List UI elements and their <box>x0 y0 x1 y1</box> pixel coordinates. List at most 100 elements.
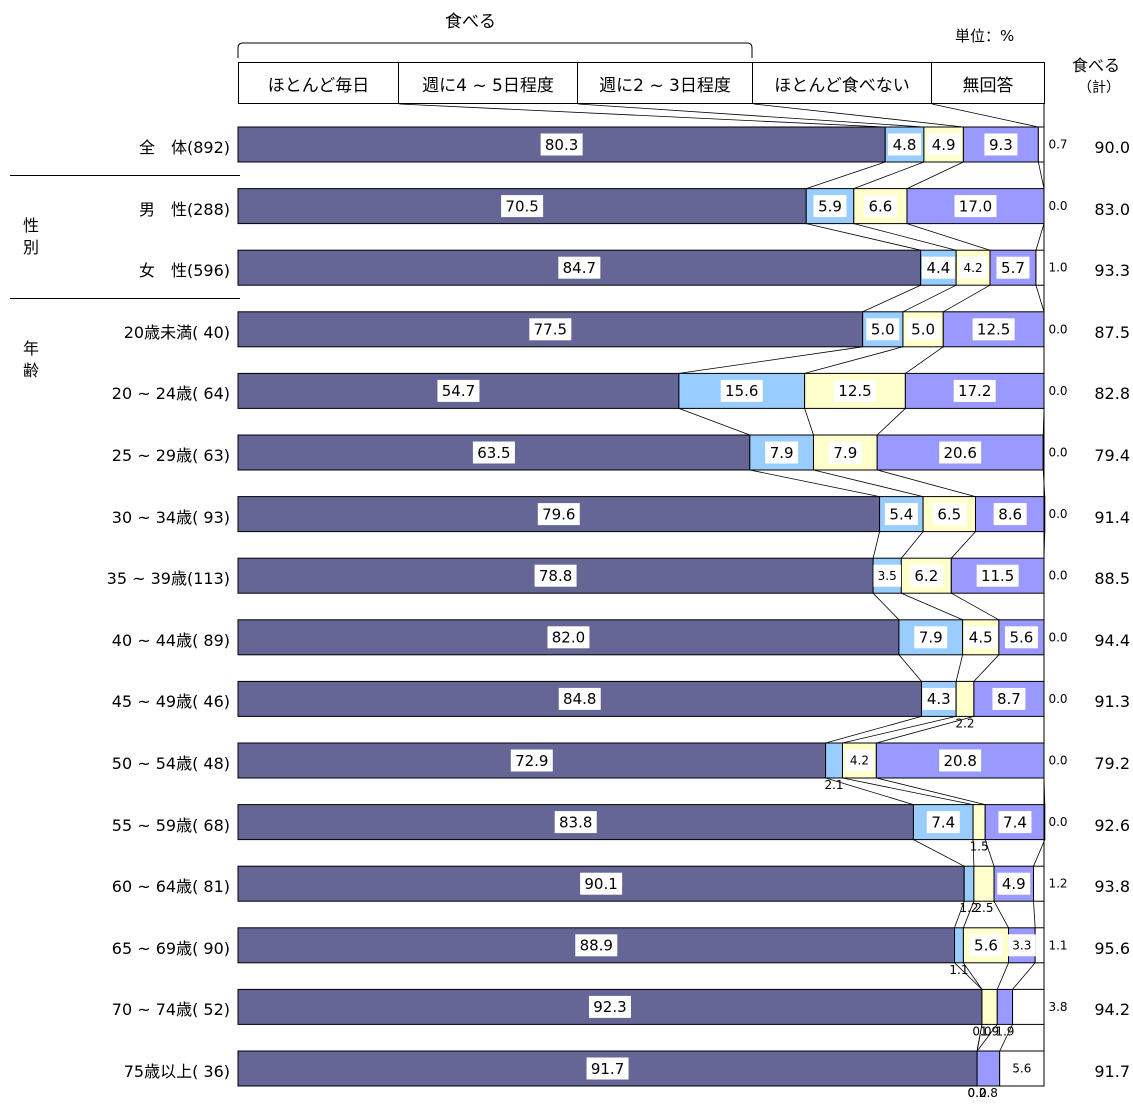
row-total: 93.8 <box>1094 877 1130 896</box>
value-label: 0.0 <box>1048 569 1067 583</box>
row-label: 30 ~ 34歳( 93) <box>111 508 230 527</box>
total-column-title: 食べる <box>1072 56 1121 75</box>
bar-segment <box>237 865 965 902</box>
value-label-box <box>558 687 601 710</box>
row-label: 45 ~ 49歳( 46) <box>111 692 230 711</box>
bar-segment <box>972 804 986 841</box>
value-label-box <box>863 195 897 218</box>
row-total: 91.7 <box>1094 1062 1130 1081</box>
value-label-box <box>954 195 997 218</box>
value-label: 3.5 <box>878 569 897 583</box>
connector-line <box>951 531 976 559</box>
value-label-box <box>558 256 601 279</box>
bar-segment <box>1012 988 1045 1025</box>
value-label: 0.0 <box>1048 630 1067 644</box>
connector-line <box>853 223 957 251</box>
value-label: 88.9 <box>580 937 613 955</box>
bar-segment <box>955 680 975 717</box>
value-label-box <box>932 503 966 526</box>
row-total: 87.5 <box>1094 323 1130 342</box>
value-label: 2.1 <box>824 778 843 792</box>
row-total: 91.3 <box>1094 692 1130 711</box>
value-label: 4.8 <box>893 136 917 154</box>
value-label-box <box>921 256 955 279</box>
connector-line <box>1035 223 1045 251</box>
connector-line <box>678 408 750 436</box>
value-label-box <box>964 626 998 649</box>
connector-line <box>913 839 965 867</box>
connector-line <box>578 103 924 128</box>
separator-gender <box>10 175 240 176</box>
value-label-box <box>873 564 902 587</box>
value-label-box <box>914 626 948 649</box>
row-total: 90.0 <box>1094 138 1130 157</box>
value-label: 5.4 <box>889 505 913 523</box>
connector-line <box>976 1024 983 1052</box>
value-label-box <box>969 934 1003 957</box>
value-label: 5.0 <box>871 321 895 339</box>
value-label: 15.6 <box>725 382 758 400</box>
value-label-box <box>845 749 874 772</box>
value-label-box <box>554 811 597 834</box>
row-total: 92.6 <box>1094 816 1130 835</box>
value-label-box <box>833 379 876 402</box>
value-label: 4.9 <box>932 136 956 154</box>
connector-line <box>943 284 991 313</box>
value-label-box <box>588 995 631 1018</box>
value-label: 2.8 <box>979 1086 998 1100</box>
value-label: 1.5 <box>970 840 989 854</box>
value-label: 0.0 <box>1048 754 1067 768</box>
value-label: 12.5 <box>838 382 871 400</box>
value-label: 0.0 <box>1048 446 1067 460</box>
value-label: 2.5 <box>974 901 993 915</box>
value-label-box <box>926 811 960 834</box>
row-label: 35 ~ 39歳(113) <box>106 569 230 588</box>
value-label-box <box>866 318 900 341</box>
bar-segment <box>1037 126 1045 163</box>
row-total: 95.6 <box>1094 939 1130 958</box>
bar-segment <box>981 988 998 1025</box>
value-label: 1.2 <box>959 901 978 915</box>
connector-line <box>813 469 924 497</box>
value-label: 1.0 <box>1048 261 1067 275</box>
bar-segment <box>976 1050 1001 1087</box>
value-label-box <box>888 133 922 156</box>
connector-line <box>976 1024 998 1052</box>
connector-line <box>806 223 921 251</box>
value-label: 83.8 <box>559 813 592 831</box>
value-label: 0.0 <box>1048 384 1067 398</box>
total-column-subtitle: （計） <box>1078 80 1120 96</box>
value-label: 17.2 <box>958 382 991 400</box>
value-label: 5.6 <box>1012 1062 1031 1076</box>
value-label-box <box>939 749 982 772</box>
connector-line <box>993 901 1009 928</box>
value-label: 5.9 <box>818 197 842 215</box>
connector-line <box>877 469 976 497</box>
value-label: 92.3 <box>593 998 626 1016</box>
connector-line <box>955 654 963 682</box>
value-label-box <box>437 379 480 402</box>
row-label: 55 ~ 59歳( 68) <box>111 816 230 835</box>
connector-line <box>996 962 1009 990</box>
value-label-box <box>939 441 982 464</box>
value-label: 8.6 <box>998 505 1022 523</box>
value-label-box <box>580 872 623 895</box>
value-label: 5.7 <box>1001 259 1025 277</box>
bar-segment <box>1033 865 1045 902</box>
value-label: 11.5 <box>981 567 1014 585</box>
connector-line <box>806 161 886 189</box>
group-age: 年齢 <box>22 339 39 380</box>
row-label: 70 ~ 74歳( 52) <box>111 1000 230 1019</box>
connector-line <box>876 408 906 436</box>
connector-line <box>749 469 880 497</box>
value-label: 17.0 <box>959 197 992 215</box>
connector-line <box>862 284 921 313</box>
connector-line <box>954 901 965 928</box>
value-label: 70.5 <box>505 197 538 215</box>
row-total: 79.4 <box>1094 446 1130 465</box>
connector-line <box>825 777 914 805</box>
value-label-box <box>972 318 1015 341</box>
value-label: 72.9 <box>515 752 548 770</box>
value-label: 54.7 <box>442 382 475 400</box>
